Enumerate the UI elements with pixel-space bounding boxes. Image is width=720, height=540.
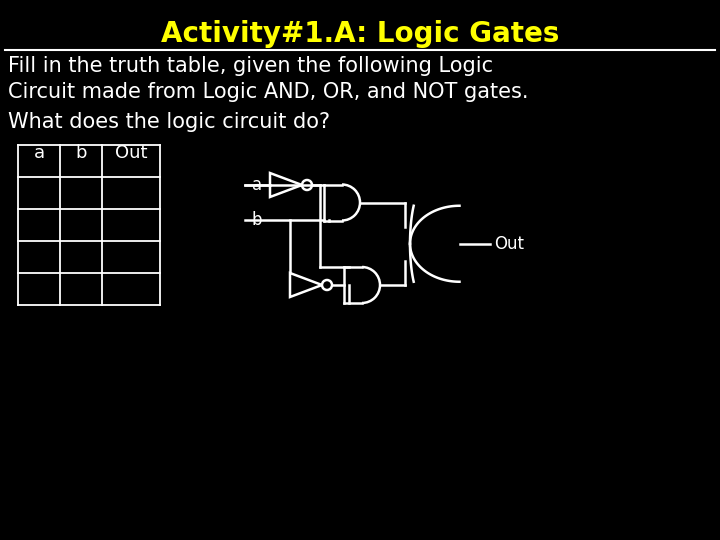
Text: b: b [76, 144, 86, 162]
Text: What does the logic circuit do?: What does the logic circuit do? [8, 112, 330, 132]
Text: b: b [251, 211, 262, 229]
Text: a: a [33, 144, 45, 162]
Text: Fill in the truth table, given the following Logic: Fill in the truth table, given the follo… [8, 56, 493, 76]
Text: Out: Out [114, 144, 148, 162]
Text: a: a [252, 176, 262, 194]
Text: Out: Out [495, 235, 524, 253]
Text: Circuit made from Logic AND, OR, and NOT gates.: Circuit made from Logic AND, OR, and NOT… [8, 82, 528, 102]
Text: Activity#1.A: Logic Gates: Activity#1.A: Logic Gates [161, 20, 559, 48]
